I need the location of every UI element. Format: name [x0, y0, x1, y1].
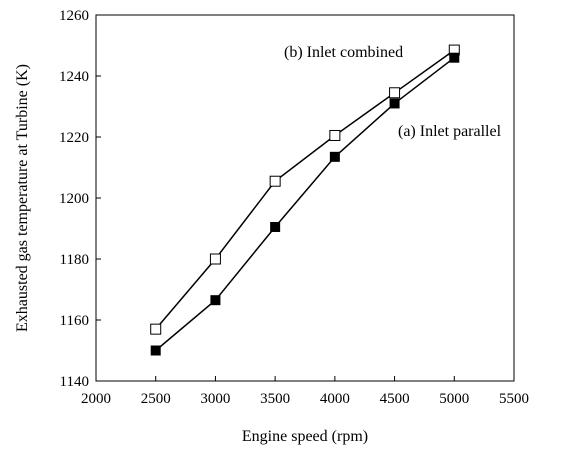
series-label-inlet-parallel: (a) Inlet parallel	[398, 123, 502, 140]
series-line-0	[155, 49, 455, 330]
series-line-1	[155, 57, 455, 352]
y-tick-label: 1240	[59, 69, 89, 85]
y-axis-label: Exhausted gas temperature at Turbine (K)	[14, 64, 31, 332]
series-points	[150, 44, 460, 356]
x-tick-label: 4500	[380, 391, 410, 407]
x-tick-label: 3500	[260, 391, 290, 407]
data-point-1-3	[329, 151, 340, 162]
y-axis-ticks: 1140 1160 1180 1200 1220 1240 1260	[59, 8, 101, 390]
x-tick-label: 4000	[320, 391, 350, 407]
x-tick-label: 5500	[499, 391, 529, 407]
y-tick-label: 1200	[59, 191, 89, 207]
x-tick-label: 5000	[439, 391, 469, 407]
series-lines	[155, 49, 455, 352]
y-tick-label: 1220	[59, 130, 89, 146]
y-tick-label: 1160	[60, 313, 89, 329]
data-point-1-5	[449, 52, 460, 63]
data-point-0-0	[150, 323, 162, 335]
x-tick-label: 2000	[81, 391, 111, 407]
x-tick-label: 3000	[200, 391, 230, 407]
x-tick-label: 2500	[141, 391, 171, 407]
data-point-1-4	[389, 98, 400, 109]
data-point-1-1	[210, 295, 221, 306]
data-point-0-4	[389, 87, 401, 99]
series-label-inlet-combined: (b) Inlet combined	[284, 44, 403, 61]
data-point-0-2	[269, 175, 281, 187]
y-tick-label: 1140	[60, 374, 89, 390]
data-point-0-3	[329, 129, 341, 141]
data-point-1-2	[270, 221, 281, 232]
x-axis-ticks: 2000 2500 3000 3500 4000 4500 5000 5500	[81, 376, 529, 407]
data-point-0-1	[209, 253, 221, 265]
data-point-1-0	[150, 345, 161, 356]
y-tick-label: 1260	[59, 8, 89, 24]
y-tick-label: 1180	[60, 252, 89, 268]
x-axis-label: Engine speed (rpm)	[242, 428, 368, 445]
